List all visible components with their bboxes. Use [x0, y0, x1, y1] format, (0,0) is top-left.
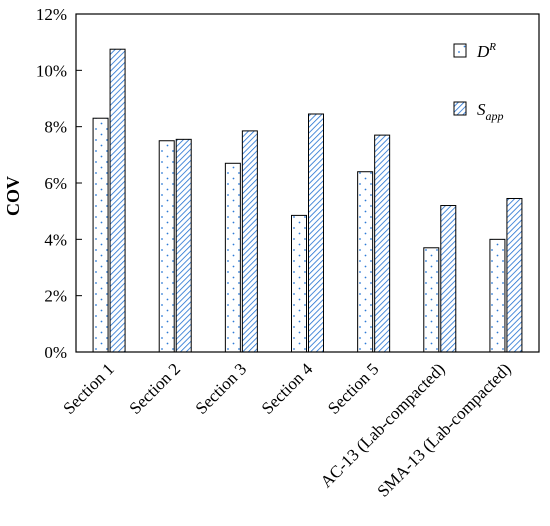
y-tick-label: 0%: [44, 343, 67, 362]
legend-label-dr: DR: [476, 41, 496, 61]
bar-dr-2: [158, 140, 175, 353]
x-axis-labels: Section 1 Section 2 Section 3 Section 4 Sect…: [59, 359, 514, 501]
y-tick-label: 6%: [44, 174, 67, 193]
y-tick-label: 4%: [44, 230, 67, 249]
legend-label-sapp-sub: app: [486, 109, 504, 123]
bar-dr-4: [291, 214, 307, 353]
legend-swatch-dr: [453, 43, 467, 58]
bar-dr-6: [423, 247, 440, 353]
x-category-label: Section 4: [258, 359, 317, 418]
plot-frame: [75, 13, 540, 353]
legend-swatch-sapp: [453, 101, 467, 116]
x-category-label: Section 2: [126, 359, 185, 418]
legend-label-dr-base: D: [476, 42, 490, 61]
legend-label-dr-sup: R: [488, 41, 496, 53]
bars-group: [92, 48, 523, 353]
y-axis-title-group: COV: [3, 176, 23, 216]
bar-sapp-7: [506, 197, 523, 353]
bar-dr-1: [92, 117, 109, 353]
bar-dr-5: [357, 171, 374, 353]
bar-sapp-2: [175, 138, 192, 353]
x-category-label: Section 3: [192, 359, 251, 418]
x-category-label: Section 5: [324, 359, 383, 418]
bar-sapp-6: [440, 205, 457, 353]
y-axis-ticks: 0% 2% 4% 6% 8% 10% 12%: [36, 5, 82, 362]
legend: DR Sapp: [453, 41, 504, 123]
bar-dr-7: [489, 238, 506, 353]
x-category-label: AC-13 (Lab-compacted): [317, 359, 449, 491]
bar-sapp-1: [109, 48, 126, 353]
legend-label-sapp: Sapp: [477, 100, 504, 123]
x-category-label: Section 1: [59, 359, 118, 418]
y-tick-label: 2%: [44, 287, 67, 306]
legend-label-sapp-base: S: [477, 100, 486, 119]
y-axis-title: COV: [3, 176, 23, 216]
y-tick-label: 12%: [36, 5, 67, 24]
bar-sapp-3: [241, 130, 258, 353]
y-tick-label: 8%: [44, 118, 67, 137]
x-category-label: SMA-13 (Lab-compacted): [373, 359, 514, 500]
bar-sapp-4: [308, 113, 324, 353]
y-tick-label: 10%: [36, 61, 67, 80]
bar-dr-3: [224, 162, 241, 353]
bar-sapp-5: [374, 134, 391, 353]
